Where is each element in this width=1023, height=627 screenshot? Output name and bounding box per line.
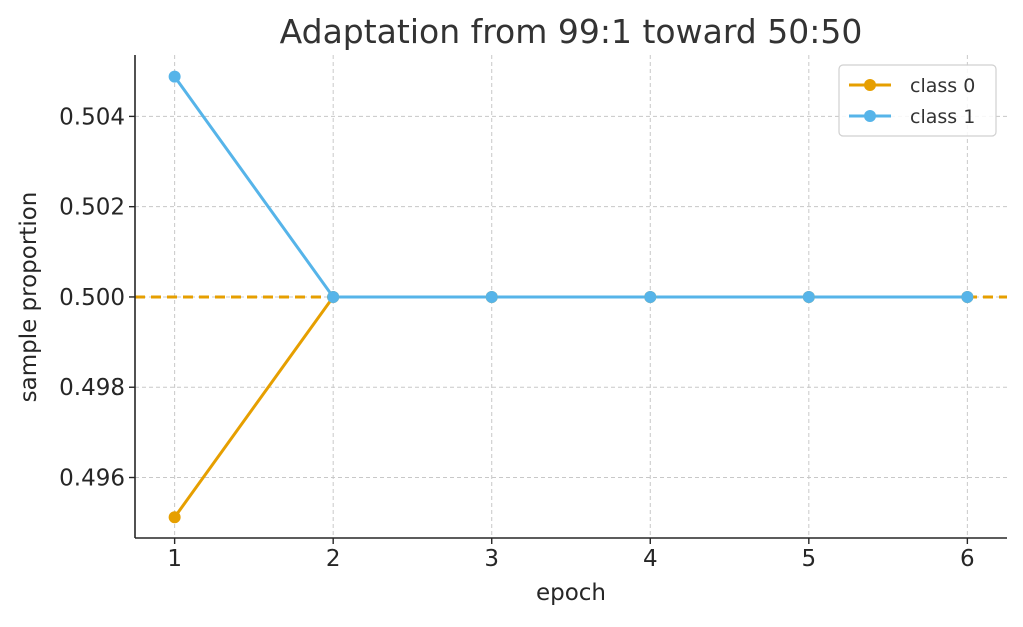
tick-labels: 1 2 3 4 5 6 0.496 0.498 0.500 0.502 0.504 (59, 104, 975, 572)
data-point-class-1 (802, 290, 815, 303)
data-point-class-1 (644, 290, 657, 303)
data-point-class-1 (485, 290, 498, 303)
y-tick-label: 0.502 (59, 195, 125, 221)
series-layer (168, 70, 974, 524)
x-tick-label: 3 (484, 546, 499, 572)
x-tick-label: 4 (643, 546, 658, 572)
legend: class 0 class 1 (838, 64, 997, 137)
y-tick-label: 0.500 (59, 285, 125, 311)
legend-marker-swatch (864, 110, 876, 122)
series-line-class-0 (173, 295, 969, 519)
chart-title: Adaptation from 99:1 toward 50:50 (280, 12, 863, 51)
y-tick-label: 0.496 (59, 466, 125, 492)
legend-box (838, 64, 997, 137)
y-axis-label: sample proportion (16, 192, 42, 403)
y-tick-label: 0.498 (59, 375, 125, 401)
legend-label: class 0 (910, 75, 975, 97)
x-tick-label: 2 (326, 546, 341, 572)
x-tick-label: 6 (960, 546, 975, 572)
data-point-class-1 (961, 290, 974, 303)
x-tick-label: 1 (167, 546, 182, 572)
data-point-class-0 (168, 511, 181, 524)
legend-marker-swatch (864, 79, 876, 91)
series-line-class-1 (173, 75, 969, 299)
x-tick-label: 5 (801, 546, 816, 572)
data-point-class-1 (327, 290, 340, 303)
y-tick-label: 0.504 (59, 104, 125, 130)
x-axis-label: epoch (536, 580, 606, 606)
legend-label: class 1 (910, 106, 975, 128)
data-point-class-1 (168, 70, 181, 83)
axes (129, 55, 1007, 544)
